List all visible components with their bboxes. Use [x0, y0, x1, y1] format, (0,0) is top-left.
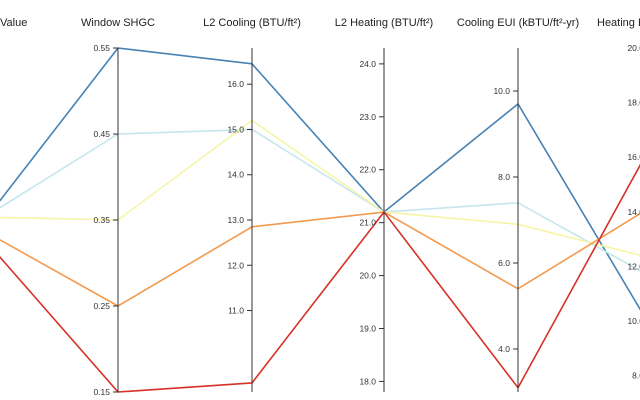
axis-title-l2_heating: L2 Heating (BTU/ft²): [335, 17, 433, 29]
tick-label: 23.0: [359, 112, 376, 122]
tick-label: 12.0: [627, 261, 640, 271]
tick-label: 15.0: [227, 124, 244, 134]
axis-cooling_eui: 4.0 6.0 8.0 10.0 Cooling EUI (kBTU/ft²-yr): [457, 17, 579, 392]
tick-label: 10.0: [493, 86, 510, 96]
tick-label: 14.0: [227, 170, 244, 180]
tick-label: 14.0: [627, 207, 640, 217]
axis-wall_r_value: Value: [0, 17, 27, 29]
tick-label: 11.0: [228, 306, 244, 316]
tick-label: 0.15: [93, 387, 110, 397]
tick-label: 20.0: [627, 43, 640, 53]
series-line-run-4: [0, 211, 640, 307]
axis-l2_heating: 18.0 19.0 20.0 21.0 22.0 23.0 24.0 L2 Heating (…: [335, 17, 433, 392]
tick-label: 16.0: [627, 152, 640, 162]
tick-label: 20.0: [359, 271, 376, 281]
axis-heating_eui: 8.0 10.0 12.0 14.0 16.0 18.0 20.0 Heating E: [597, 17, 640, 381]
tick-label: 6.0: [498, 258, 510, 268]
axis-title-heating_eui: Heating E: [597, 17, 640, 29]
tick-label: 8.0: [498, 172, 510, 182]
tick-label: 13.0: [227, 215, 244, 225]
axis-window_shgc: 0.15 0.25 0.35 0.45 0.55 Window SHGC: [81, 17, 155, 397]
tick-label: 0.55: [93, 43, 110, 53]
tick-label: 4.0: [498, 344, 510, 354]
tick-label: 0.35: [93, 215, 110, 225]
tick-label: 18.0: [627, 98, 640, 108]
tick-label: 19.0: [359, 323, 376, 333]
axis-title-window_shgc: Window SHGC: [81, 17, 155, 29]
tick-label: 16.0: [227, 79, 244, 89]
tick-label: 8.0: [632, 371, 640, 381]
tick-label: 18.0: [359, 376, 376, 386]
axis-title-wall_r_value: Value: [0, 17, 27, 29]
series-lines: [0, 47, 640, 393]
tick-label: 0.45: [93, 129, 110, 139]
series-line-run-1: [0, 47, 640, 311]
series-line-run-3: [0, 119, 640, 257]
axes: Value 0.15 0.25 0.35 0.45 0.55 Window SHGC 11.0…: [0, 17, 640, 397]
axis-l2_cooling: 11.0 12.0 13.0 14.0 15.0 16.0 L2 Cooling (BTU/…: [203, 17, 301, 392]
tick-label: 21.0: [359, 218, 376, 228]
tick-label: 0.25: [93, 301, 110, 311]
series-line-run-5: [0, 163, 640, 393]
tick-label: 10.0: [627, 316, 640, 326]
tick-label: 12.0: [227, 260, 244, 270]
series-line-run-2: [0, 128, 640, 272]
tick-label: 22.0: [359, 165, 376, 175]
axis-title-cooling_eui: Cooling EUI (kBTU/ft²-yr): [457, 17, 579, 29]
tick-label: 24.0: [359, 59, 376, 69]
axis-title-l2_cooling: L2 Cooling (BTU/ft²): [203, 17, 301, 29]
